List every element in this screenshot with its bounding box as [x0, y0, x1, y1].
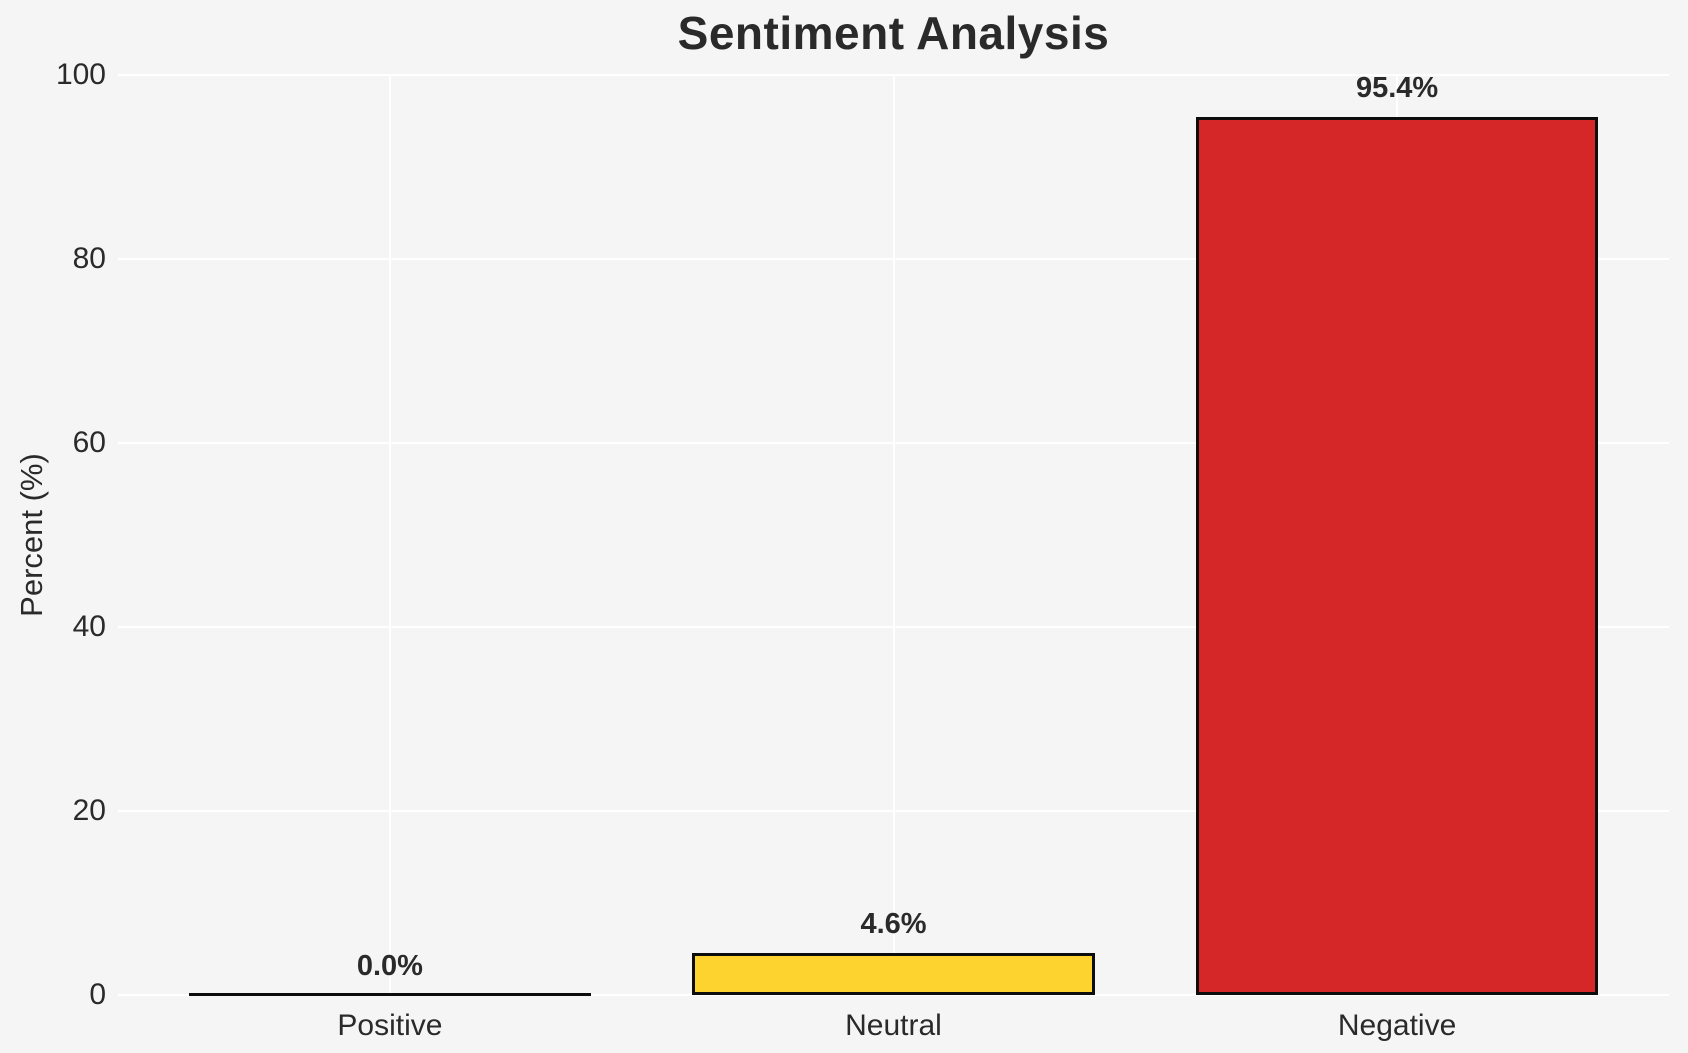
x-tick-label-positive: Positive: [337, 1009, 443, 1042]
bar-value-label-positive: 0.0%: [356, 950, 423, 982]
chart-title: Sentiment Analysis: [677, 7, 1110, 59]
y-tick-label: 40: [72, 610, 106, 643]
bar-positive: [188, 993, 592, 996]
x-tick-label-neutral: Neutral: [845, 1009, 942, 1042]
plot-area: 0 20 40 60 80 100 0.0% Positive 4.6% Neutral 95.4%…: [56, 58, 1669, 1042]
y-tick-label: 80: [72, 242, 106, 275]
y-tick-label: 0: [89, 978, 106, 1011]
v-gridline: [892, 75, 895, 995]
x-tick-label-negative: Negative: [1337, 1009, 1457, 1042]
y-tick-label: 100: [55, 58, 106, 91]
y-tick-label: 60: [72, 426, 106, 459]
y-tick-label: 20: [72, 794, 106, 827]
bar-neutral: [692, 952, 1095, 995]
y-axis-label: Percent (%): [14, 453, 49, 617]
h-gridline: [118, 994, 1669, 996]
bar-value-label-negative: 95.4%: [1355, 72, 1439, 105]
bar-value-label-neutral: 4.6%: [860, 907, 927, 940]
v-gridline: [388, 75, 391, 995]
bar-negative: [1195, 117, 1599, 995]
